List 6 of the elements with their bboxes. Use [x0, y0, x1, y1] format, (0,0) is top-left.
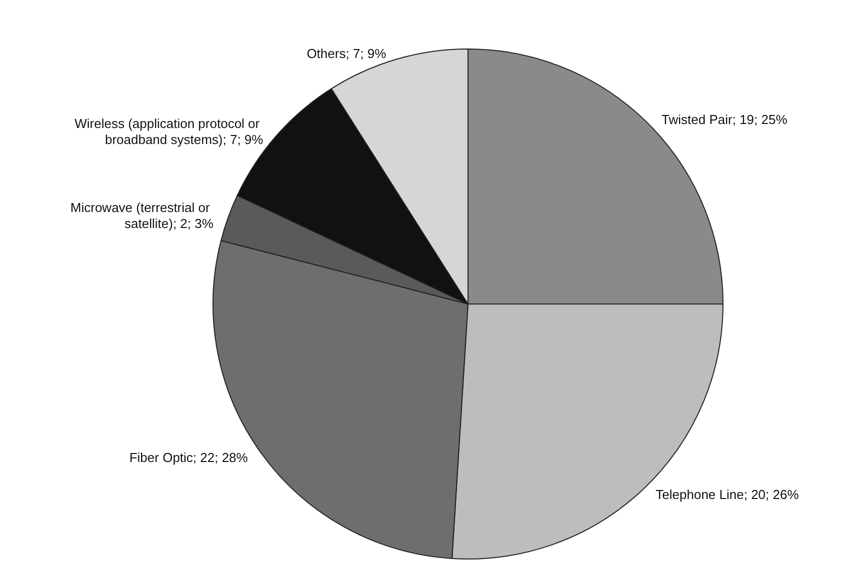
slice-label: Microwave (terrestrial or satellite); 2; 3%	[70, 200, 214, 232]
slice-label: Telephone Line; 20; 26%	[656, 486, 800, 502]
slice-label: Wireless (application protocol or broadband systems); 7; 9%	[74, 116, 264, 147]
slice-label: Others; 7; 9%	[306, 46, 387, 61]
slice-label: Twisted Pair; 19; 25%	[662, 112, 788, 127]
slice-label: Fiber Optic; 22; 28%	[129, 450, 248, 465]
